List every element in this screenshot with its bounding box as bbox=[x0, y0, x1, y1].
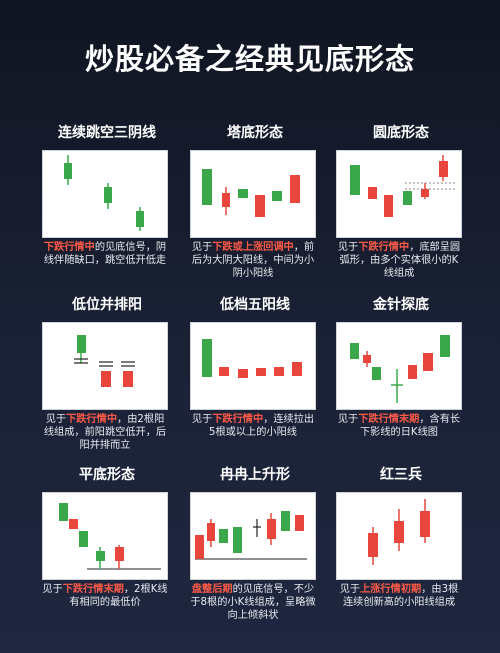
bullish-candle bbox=[274, 367, 284, 376]
pattern-title: 冉冉上升形 bbox=[220, 467, 290, 483]
bullish-candle bbox=[207, 523, 215, 541]
bullish-candle bbox=[219, 367, 229, 376]
bearish-candle bbox=[281, 511, 290, 531]
pattern-title: 低位并排阳 bbox=[72, 297, 142, 313]
bullish-candle bbox=[421, 189, 429, 197]
candlestick-chart bbox=[59, 503, 161, 570]
bullish-candle bbox=[439, 161, 448, 177]
bearish-candle bbox=[403, 191, 412, 205]
bullish-candle bbox=[69, 519, 78, 529]
bearish-candle bbox=[59, 503, 68, 521]
bullish-candle bbox=[195, 535, 204, 559]
pattern-chart bbox=[336, 492, 462, 580]
pattern-title: 圆底形态 bbox=[373, 125, 429, 141]
bearish-candle bbox=[350, 343, 359, 359]
bearish-candle bbox=[104, 187, 112, 203]
page-title: 炒股必备之经典见底形态 bbox=[84, 42, 415, 76]
pattern-title: 平底形态 bbox=[79, 467, 135, 483]
bullish-candle bbox=[238, 369, 248, 378]
bullish-candle bbox=[368, 533, 378, 557]
pattern-chart bbox=[42, 492, 168, 580]
candlestick-chart bbox=[350, 155, 457, 217]
bearish-candle bbox=[77, 335, 86, 353]
bullish-candle bbox=[115, 547, 124, 561]
bearish-candle bbox=[64, 163, 72, 179]
pattern-description: 见于上涨行情初期，由3根连续创新高的小阳线组成 bbox=[339, 584, 459, 608]
bullish-candle bbox=[222, 193, 230, 207]
candlestick-chart bbox=[64, 155, 144, 231]
pattern-chart bbox=[336, 150, 462, 238]
bearish-candle bbox=[79, 531, 88, 547]
candlestick-chart bbox=[368, 499, 430, 565]
bullish-candle bbox=[295, 515, 304, 531]
pattern-title: 红三兵 bbox=[380, 467, 422, 483]
bullish-candle bbox=[363, 355, 371, 363]
candlestick-chart bbox=[74, 335, 135, 387]
pattern-description: 盘整后期的见底信号，不少于8根的小K线组成，呈略微向上倾斜状 bbox=[190, 584, 316, 621]
pattern-chart bbox=[190, 492, 316, 580]
pattern-chart bbox=[336, 322, 462, 410]
pattern-description: 见于下跌或上涨回调中，前后为大阴大阳线，中间为小阴小阳线 bbox=[191, 242, 315, 279]
bullish-candle bbox=[256, 368, 266, 376]
bullish-candle bbox=[368, 187, 377, 199]
bearish-candle bbox=[202, 169, 212, 205]
bullish-candle bbox=[408, 365, 417, 379]
pattern-title: 金针探底 bbox=[373, 297, 429, 313]
pattern-chart bbox=[190, 150, 316, 238]
bearish-candle bbox=[233, 527, 242, 553]
bullish-candle bbox=[423, 353, 433, 371]
candlestick-chart bbox=[202, 339, 302, 378]
bullish-candle bbox=[384, 195, 393, 217]
pattern-chart bbox=[42, 322, 168, 410]
bearish-candle bbox=[96, 551, 105, 561]
pattern-chart bbox=[42, 150, 168, 238]
pattern-description: 见于下跌行情中，连续拉出5根或以上的小阳线 bbox=[191, 414, 315, 438]
pattern-description: 见于下跌行情末期，2根K线有相同的最低价 bbox=[42, 584, 168, 608]
bearish-candle bbox=[440, 335, 450, 357]
candlestick-chart bbox=[350, 335, 450, 403]
bullish-candle bbox=[290, 175, 300, 203]
pattern-title: 低档五阳线 bbox=[220, 297, 290, 313]
bullish-candle bbox=[267, 519, 276, 539]
bullish-candle bbox=[255, 195, 265, 217]
candlestick-chart bbox=[195, 511, 307, 560]
bearish-candle bbox=[272, 191, 282, 201]
bearish-candle bbox=[238, 189, 248, 198]
pattern-description: 下跌行情中的见底信号，阴线伴随缺口，跳空低开低走 bbox=[43, 242, 167, 266]
bullish-candle bbox=[101, 371, 111, 387]
pattern-description: 见于下跌行情中，由2根阳线组成，前阳跳空低开，后阳并排而立 bbox=[43, 414, 167, 451]
bullish-candle bbox=[292, 362, 302, 376]
pattern-description: 见于下跌行情中，底部呈圆弧形，由多个实体很小的K线组成 bbox=[337, 242, 461, 279]
bearish-candle bbox=[136, 211, 144, 227]
bullish-candle bbox=[123, 371, 133, 387]
bearish-candle bbox=[372, 367, 381, 380]
bullish-candle bbox=[420, 511, 430, 537]
pattern-title: 塔底形态 bbox=[227, 125, 283, 141]
candlestick-chart bbox=[202, 169, 300, 217]
bullish-candle bbox=[394, 521, 404, 543]
pattern-chart bbox=[190, 322, 316, 410]
bearish-candle bbox=[202, 339, 212, 377]
bearish-candle bbox=[219, 529, 228, 543]
pattern-description: 见于下跌行情末期，含有长下影线的日K线图 bbox=[337, 414, 461, 438]
bearish-candle bbox=[350, 165, 360, 195]
pattern-title: 连续跳空三阴线 bbox=[58, 125, 156, 141]
